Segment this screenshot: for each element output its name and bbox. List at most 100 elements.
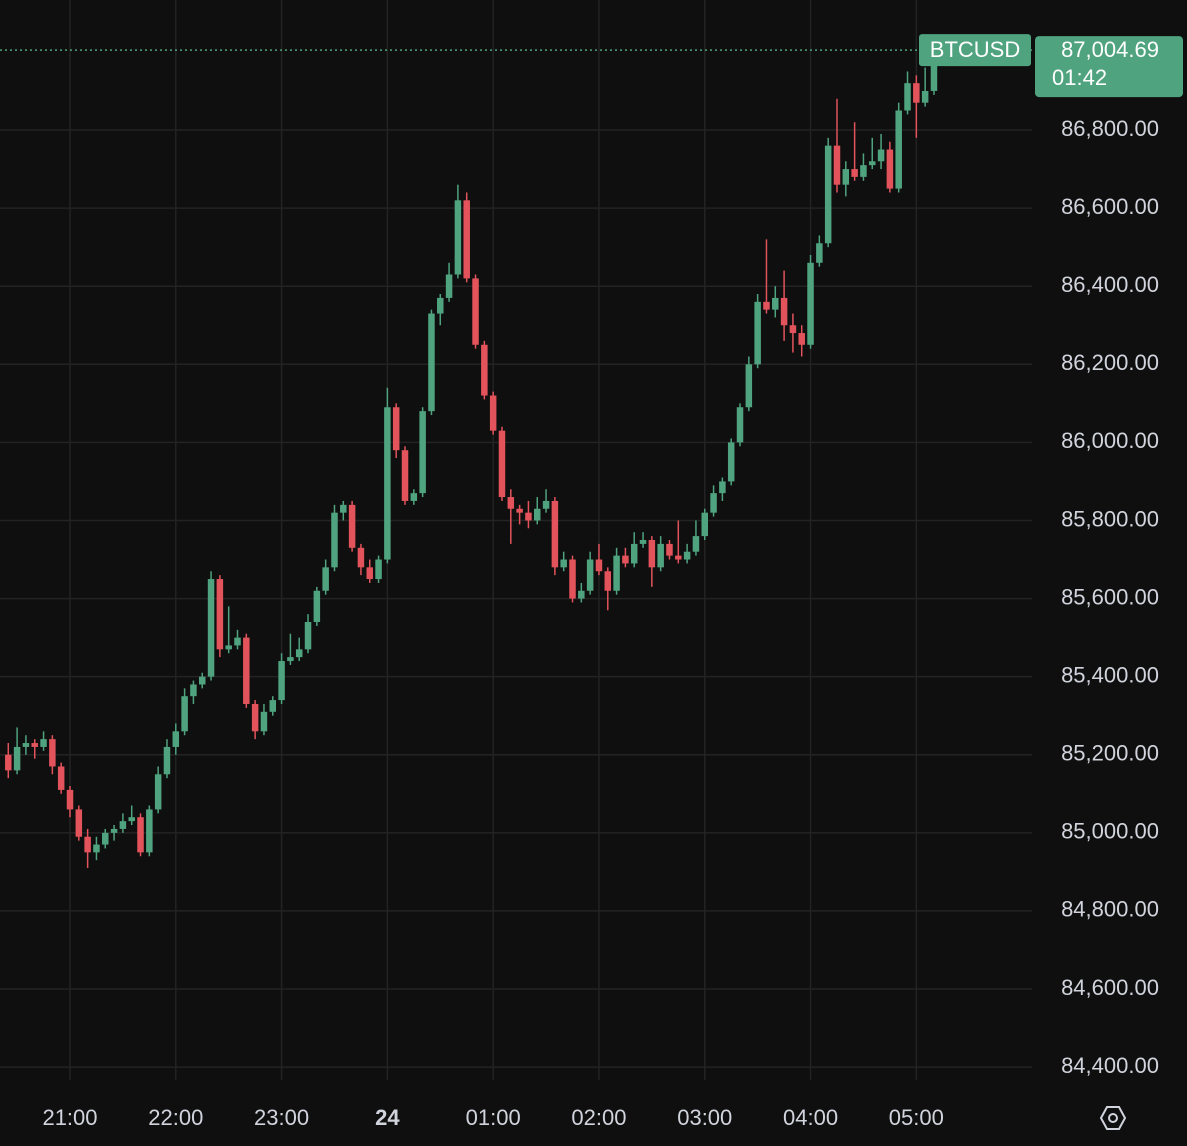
candle-body — [348, 504, 356, 548]
price-badge — [1035, 36, 1183, 98]
y-tick-label: 85,600.00 — [1061, 584, 1159, 609]
overlays: BTCUSD 87,004.69 01:42 — [0, 34, 1183, 98]
y-tick-label: 85,400.00 — [1061, 662, 1159, 687]
candle-body — [472, 278, 479, 345]
candle-body — [331, 512, 338, 568]
candle-body — [172, 731, 180, 747]
y-tick-label: 86,400.00 — [1061, 272, 1159, 297]
candle-body — [445, 274, 453, 298]
candle-body — [710, 493, 717, 513]
candle-body — [392, 407, 400, 451]
grid: 84,400.00 84,600.00 84,800.00 85,000.00 85,2… — [0, 0, 1159, 1130]
y-tick-label: 86,200.00 — [1061, 350, 1159, 375]
candle-body — [595, 559, 603, 572]
candle-body — [225, 645, 232, 650]
candle-body — [295, 649, 303, 658]
candle-body — [278, 661, 285, 701]
candle-body — [763, 301, 770, 310]
settings-icon-dot — [1108, 1113, 1118, 1123]
candle-body — [366, 567, 373, 580]
countdown-label: 01:42 — [1052, 65, 1107, 90]
y-tick-label: 86,600.00 — [1061, 194, 1159, 219]
symbol-badge — [919, 34, 1031, 67]
candle-body — [40, 739, 47, 747]
candle-body — [84, 836, 91, 853]
candles — [5, 44, 938, 868]
candle-body — [816, 243, 823, 263]
x-tick-label: 03:00 — [677, 1105, 732, 1130]
candle-body — [833, 145, 841, 185]
candle-body — [754, 301, 761, 365]
candle-body — [93, 844, 100, 853]
candle-body — [5, 754, 12, 771]
candle-body — [31, 743, 38, 747]
candle-body — [463, 200, 470, 279]
candle-body — [163, 746, 171, 775]
candle-body — [260, 711, 268, 732]
y-tick-label: 84,400.00 — [1061, 1053, 1159, 1078]
candle-body — [507, 497, 515, 509]
candle-body — [657, 543, 664, 568]
candle-body — [287, 657, 294, 662]
candle-body — [578, 590, 585, 599]
x-tick-label: 24 — [375, 1105, 400, 1130]
candle-body — [525, 512, 532, 521]
candle-body — [207, 579, 215, 677]
candle-body — [110, 828, 118, 833]
candle-body — [886, 149, 894, 189]
candle-body — [22, 743, 30, 747]
candle-body — [198, 676, 206, 685]
candle-body — [498, 430, 506, 498]
x-tick-label: 22:00 — [148, 1105, 203, 1130]
candle-body — [322, 567, 329, 591]
candle-body — [234, 637, 241, 646]
candle-body — [481, 344, 488, 396]
candle-body — [340, 504, 347, 513]
candle-body — [57, 766, 65, 790]
candle-body — [437, 297, 444, 314]
candle-body — [851, 169, 858, 177]
candle-body — [13, 746, 21, 771]
candle-body — [904, 83, 911, 111]
candle-body — [701, 512, 709, 537]
x-tick-label: 23:00 — [254, 1105, 309, 1130]
candle-body — [860, 165, 867, 177]
candle-body — [401, 450, 409, 501]
candle-body — [304, 621, 312, 650]
y-tick-label: 85,800.00 — [1061, 506, 1159, 531]
x-tick-label: 01:00 — [466, 1105, 521, 1130]
candle-body — [586, 559, 594, 591]
candle-body — [560, 559, 567, 568]
candle-body — [736, 407, 744, 443]
candle-body — [428, 313, 435, 412]
settings-button[interactable] — [1099, 1106, 1127, 1130]
candle-body — [251, 703, 259, 732]
x-tick-label: 21:00 — [42, 1105, 97, 1130]
x-tick-label: 02:00 — [571, 1105, 626, 1130]
candle-body — [666, 543, 673, 556]
candle-body — [516, 508, 523, 513]
x-tick-label: 05:00 — [889, 1105, 944, 1130]
y-tick-label: 84,800.00 — [1061, 897, 1159, 922]
candle-body — [877, 149, 885, 162]
candle-body — [675, 555, 682, 560]
candle-body — [410, 493, 418, 501]
candle-body — [190, 684, 197, 697]
candle-body — [639, 540, 647, 544]
candle-body — [313, 590, 321, 622]
candle-body — [824, 145, 832, 244]
y-tick-label: 85,200.00 — [1061, 741, 1159, 766]
x-tick-label: 04:00 — [783, 1105, 838, 1130]
candle-body — [613, 555, 620, 591]
candle-body — [66, 789, 74, 810]
candle-body — [533, 508, 541, 521]
candle-body — [419, 411, 426, 494]
candle-body — [357, 547, 365, 568]
candle-body — [895, 110, 902, 189]
candle-body — [128, 817, 135, 822]
candle-body — [604, 571, 612, 591]
candle-body — [454, 200, 462, 275]
settings-icon[interactable] — [1099, 1106, 1127, 1130]
candle-body — [727, 442, 735, 482]
